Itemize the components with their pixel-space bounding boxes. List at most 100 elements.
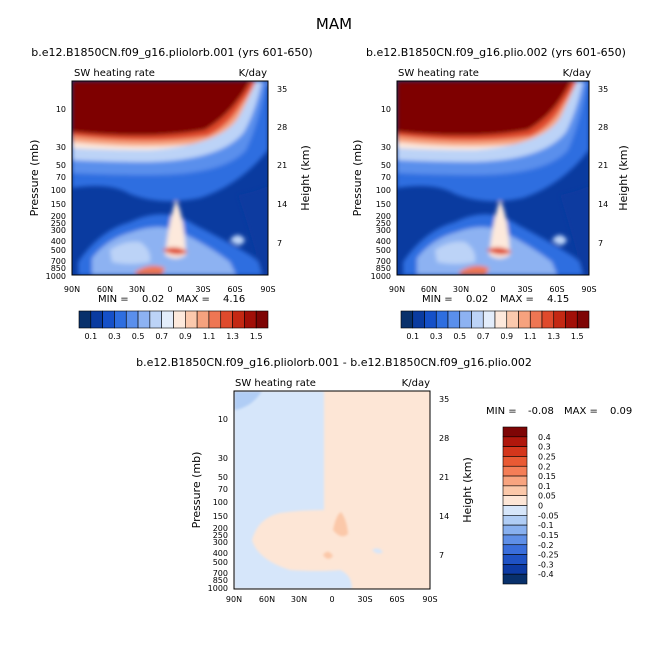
x-tick-label: 60S (389, 595, 404, 604)
y2-tick-label: 14 (439, 512, 449, 521)
colorbar-label: -0.2 (538, 541, 554, 550)
x-tick-label: 90S (260, 285, 275, 294)
x-tick-label: 60N (259, 595, 275, 604)
y-tick-label: 30 (381, 143, 391, 152)
colorbar-swatch (565, 310, 578, 329)
x-tick-label: 90N (226, 595, 242, 604)
colorbar-swatch (471, 310, 484, 329)
max-value: 4.15 (547, 294, 569, 305)
colorbar-swatch (518, 310, 531, 329)
x-tick-label: 90N (64, 285, 80, 294)
panel-title: b.e12.B1850CN.f09_g16.pliolorb.001 (yrs … (31, 46, 312, 59)
y2-axis-label: Height (km) (461, 457, 474, 523)
y2-axis-label: Height (km) (617, 145, 630, 211)
y-tick-label: 100 (376, 186, 391, 195)
colorbar-swatch (185, 310, 198, 329)
colorbar-swatch (502, 544, 528, 555)
y-tick-label: 500 (376, 246, 391, 255)
y2-tick-label: 14 (277, 200, 287, 209)
colorbar-swatch (102, 310, 115, 329)
left-string: SW heating rate (398, 68, 479, 79)
y2-tick-labels: 35 28 21 14 7 (439, 395, 449, 560)
panel-plio: b.e12.B1850CN.f09_g16.plio.002 (yrs 601-… (351, 46, 630, 341)
min-label: MIN = (486, 406, 517, 417)
colorbar-swatch (502, 436, 528, 447)
colorbar-swatch (502, 524, 528, 536)
right-string: K/day (402, 378, 430, 389)
heatmap-field (72, 81, 268, 275)
y-axis-label: Pressure (mb) (351, 140, 364, 217)
y2-tick-label: 35 (598, 85, 608, 94)
max-label: MAX = (564, 406, 598, 417)
colorbar-label: 1.3 (226, 332, 239, 341)
colorbar-swatch (161, 310, 174, 329)
y2-tick-label: 35 (277, 85, 287, 94)
y-tick-label: 500 (213, 558, 228, 567)
x-tick-labels: 90N 60N 30N 0 30S 60S 90S (64, 285, 276, 294)
figure-title: MAM (316, 15, 352, 33)
x-tick-label: 0 (167, 285, 172, 294)
y-tick-label: 850 (376, 264, 391, 273)
y-tick-label: 300 (376, 226, 391, 235)
y-tick-label: 50 (56, 161, 66, 170)
colorbar-label: 1.1 (203, 332, 216, 341)
colorbar-label: 1.1 (524, 332, 537, 341)
colorbar-label: 0.1 (406, 332, 419, 341)
y2-tick-label: 35 (439, 395, 449, 404)
y-tick-label: 850 (51, 264, 66, 273)
colorbar-swatch (424, 310, 437, 329)
right-string: K/day (239, 68, 267, 79)
colorbar-label: 0.5 (453, 332, 466, 341)
y-tick-label: 50 (218, 473, 228, 482)
x-tick-label: 0 (490, 285, 495, 294)
colorbar-label: 1.3 (547, 332, 560, 341)
min-value: 0.02 (142, 294, 164, 305)
x-tick-label: 60S (227, 285, 242, 294)
y2-tick-label: 7 (598, 239, 603, 248)
y2-tick-label: 28 (598, 123, 608, 132)
y2-tick-label: 21 (277, 161, 287, 170)
colorbar-swatch (114, 310, 127, 329)
left-string: SW heating rate (74, 68, 155, 79)
heatmap-field (234, 391, 430, 589)
y-tick-label: 300 (213, 538, 228, 547)
y-tick-label: 150 (376, 200, 391, 209)
max-value: 4.16 (223, 294, 245, 305)
colorbar-swatch (502, 446, 528, 457)
y-tick-label: 700 (213, 569, 228, 578)
colorbar-swatch (78, 310, 92, 329)
colorbar-swatch (541, 310, 555, 329)
max-label: MAX = (176, 294, 210, 305)
heatmap-field (397, 81, 589, 275)
colorbar-swatch (196, 310, 210, 329)
min-value: 0.02 (466, 294, 488, 305)
colorbar-swatch (494, 310, 508, 329)
y2-tick-label: 28 (439, 434, 449, 443)
panel-difference: b.e12.B1850CN.f09_g16.pliolorb.001 - b.e… (136, 356, 632, 604)
y-tick-labels: 10 30 50 70 100 150 200 250 300 400 500 … (46, 105, 66, 281)
colorbar-swatch (149, 310, 162, 329)
x-tick-label: 30N (291, 595, 307, 604)
y-tick-labels: 10 30 50 70 100 150 200 250 300 400 500 … (208, 415, 228, 593)
panel-pliolorb: b.e12.B1850CN.f09_g16.pliolorb.001 (yrs … (28, 46, 313, 341)
y-tick-label: 250 (376, 219, 391, 228)
y-tick-label: 70 (381, 173, 391, 182)
x-tick-label: 90S (422, 595, 437, 604)
colorbar-swatch (125, 310, 139, 329)
colorbar-diff: 0.40.30.250.20.150.10.050-0.05-0.1-0.15-… (502, 426, 559, 585)
right-string: K/day (563, 68, 591, 79)
colorbar-swatch (506, 310, 519, 329)
y-tick-label: 70 (56, 173, 66, 182)
x-tick-label: 90S (581, 285, 596, 294)
colorbar-label: -0.3 (538, 560, 554, 569)
y-tick-label: 850 (213, 576, 228, 585)
colorbar-swatch (502, 534, 528, 546)
x-tick-label: 90N (389, 285, 405, 294)
colorbar-label: -0.4 (538, 570, 554, 579)
y-tick-label: 70 (218, 485, 228, 494)
colorbar-swatch (459, 310, 472, 329)
x-tick-label: 30N (129, 285, 145, 294)
y-tick-label: 1000 (371, 272, 391, 281)
